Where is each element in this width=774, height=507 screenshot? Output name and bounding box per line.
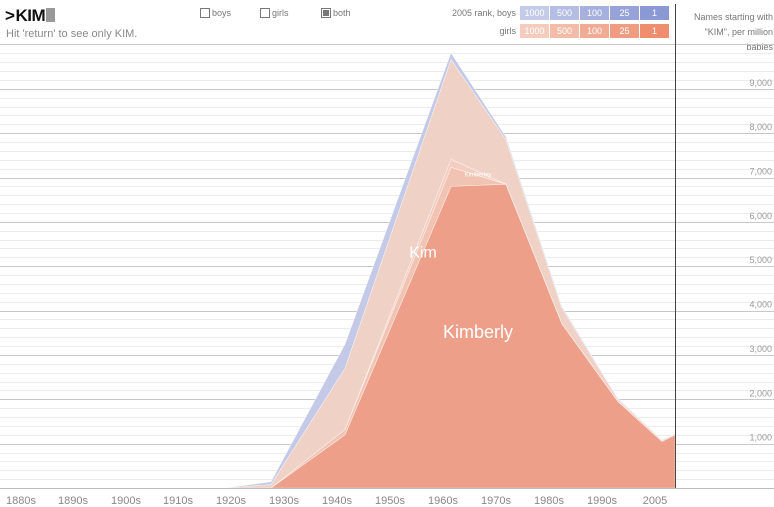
girls-rank-legend: girls 1000 500 100 25 1: [499, 24, 669, 38]
y-axis: 1,000 2,000 3,000 4,000 5,000 6,000 7,000 8,000…: [749, 78, 772, 443]
both-label: both: [333, 8, 351, 18]
x-tick-label: 2005: [643, 495, 667, 507]
x-tick-label: 1990s: [587, 495, 617, 507]
y-tick-label: 7,000: [749, 167, 772, 177]
boys-rank-100: 100: [580, 6, 609, 20]
x-tick-label: 1970s: [481, 495, 511, 507]
x-tick-label: 1880s: [6, 495, 36, 507]
y-tick-label: 6,000: [749, 211, 772, 221]
both-checkbox[interactable]: both: [321, 8, 351, 18]
label-kimberly: Kimberly: [443, 322, 513, 342]
checkbox-icon: [200, 8, 210, 18]
label-kimberley: Kimberley: [465, 173, 492, 179]
x-axis: 1880s 1890s 1900s 1910s 1920s 1930s 1940s 1950s…: [6, 495, 667, 507]
y-tick-label: 8,000: [749, 122, 772, 132]
query-text: KIM: [15, 6, 46, 25]
y-tick-label: 1,000: [749, 433, 772, 443]
y-tick-label: 2,000: [749, 388, 772, 398]
name-search-input[interactable]: >KIM: [5, 6, 56, 26]
x-tick-label: 1940s: [322, 495, 352, 507]
checkbox-icon: [260, 8, 270, 18]
girls-rank-1000: 1000: [520, 24, 549, 38]
y-tick-label: 3,000: [749, 344, 772, 354]
x-tick-label: 1980s: [534, 495, 564, 507]
boys-checkbox[interactable]: boys: [200, 8, 231, 18]
x-tick-label: 1910s: [163, 495, 193, 507]
y-tick-label: 9,000: [749, 78, 772, 88]
x-tick-label: 1890s: [58, 495, 88, 507]
y-tick-label: 4,000: [749, 300, 772, 310]
boys-rank-1000: 1000: [520, 6, 549, 20]
text-cursor: [46, 8, 56, 22]
label-kim: Kim: [409, 244, 437, 261]
boys-rank-25: 25: [610, 6, 639, 20]
girls-checkbox[interactable]: girls: [260, 8, 289, 18]
prompt-symbol: >: [5, 6, 15, 25]
boys-rank-1: 1: [640, 6, 669, 20]
search-hint: Hit 'return' to see only KIM.: [6, 28, 138, 40]
series-labels: Kim Kimberly Kimberley: [409, 173, 513, 342]
boys-rank-legend: 2005 rank, boys 1000 500 100 25 1: [452, 6, 669, 20]
y-axis-description: Names starting with "KIM", per million b…: [693, 12, 773, 52]
x-tick-label: 1960s: [428, 495, 458, 507]
x-tick-label: 1900s: [111, 495, 141, 507]
girls-rank-1: 1: [640, 24, 669, 38]
girls-rank-100: 100: [580, 24, 609, 38]
x-tick-label: 1930s: [269, 495, 299, 507]
girls-rank-25: 25: [610, 24, 639, 38]
chart-areas: [0, 52, 676, 489]
x-tick-label: 1920s: [216, 495, 246, 507]
boys-rank-label: 2005 rank, boys: [451, 8, 516, 18]
checkbox-icon: [321, 8, 331, 18]
boys-label: boys: [212, 8, 232, 18]
girls-rank-500: 500: [550, 24, 579, 38]
boys-rank-500: 500: [550, 6, 579, 20]
girls-label: girls: [272, 8, 289, 18]
y-tick-label: 5,000: [749, 255, 772, 265]
x-tick-label: 1950s: [375, 495, 405, 507]
girls-rank-label: girls: [499, 26, 516, 36]
